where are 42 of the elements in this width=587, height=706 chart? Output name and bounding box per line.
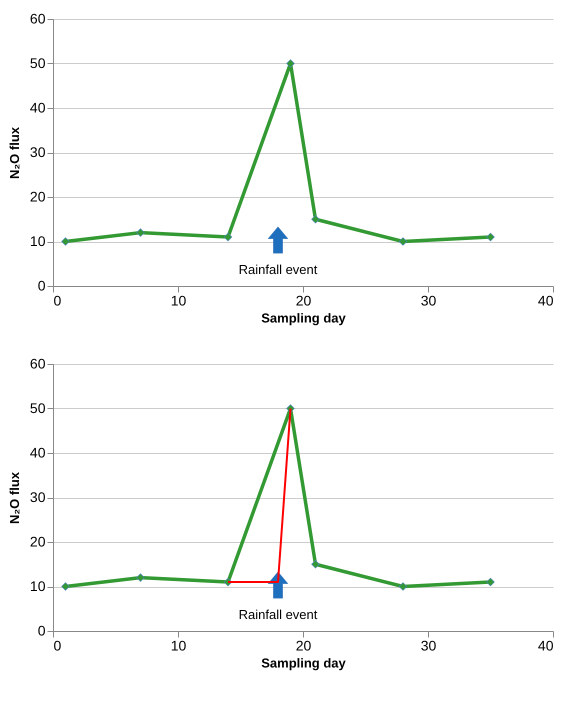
x-tick-label: 30 bbox=[420, 638, 436, 654]
x-tick-label: 20 bbox=[296, 638, 312, 654]
y-axis-title: N₂O flux bbox=[6, 126, 22, 179]
x-tick-label: 10 bbox=[170, 638, 186, 654]
y-tick-label: 50 bbox=[30, 400, 46, 416]
y-tick-label: 60 bbox=[30, 356, 46, 372]
point bbox=[486, 578, 495, 586]
annotation: Rainfall event bbox=[238, 262, 318, 277]
y-axis-title: N₂O flux bbox=[6, 471, 22, 524]
x-tick-label: 40 bbox=[538, 292, 554, 308]
x-tick-label: 20 bbox=[296, 292, 312, 308]
point bbox=[398, 237, 408, 246]
y-tick-label: 10 bbox=[30, 233, 46, 249]
y-tick-label: 0 bbox=[38, 278, 46, 294]
x-tick-label: 0 bbox=[54, 638, 62, 654]
y-tick-label: 30 bbox=[30, 144, 46, 160]
y-tick-label: 30 bbox=[30, 489, 46, 505]
point bbox=[136, 573, 145, 582]
x-tick-label: 10 bbox=[170, 292, 186, 308]
y-tick-label: 60 bbox=[30, 10, 46, 26]
annotation: Rainfall event bbox=[238, 607, 318, 622]
x-axis-title: Sampling day bbox=[261, 310, 347, 326]
point bbox=[224, 232, 232, 242]
y-tick-label: 20 bbox=[30, 188, 46, 204]
x-tick-label: 40 bbox=[538, 638, 554, 654]
y-tick-label: 10 bbox=[30, 578, 46, 594]
y-tick-label: 40 bbox=[30, 444, 46, 460]
x-axis-title: Sampling day bbox=[261, 656, 347, 670]
point bbox=[398, 582, 408, 591]
point bbox=[311, 215, 320, 224]
point bbox=[61, 582, 70, 591]
x-tick-label: 0 bbox=[54, 292, 62, 308]
y-tick-label: 50 bbox=[30, 55, 46, 71]
y-tick-label: 0 bbox=[38, 622, 46, 638]
y-tick-label: 40 bbox=[30, 100, 46, 116]
point bbox=[486, 232, 495, 242]
point bbox=[286, 59, 295, 68]
point bbox=[61, 237, 70, 246]
point bbox=[136, 228, 145, 237]
point bbox=[311, 560, 320, 568]
x-tick-label: 30 bbox=[420, 292, 436, 308]
y-tick-label: 20 bbox=[30, 534, 46, 550]
